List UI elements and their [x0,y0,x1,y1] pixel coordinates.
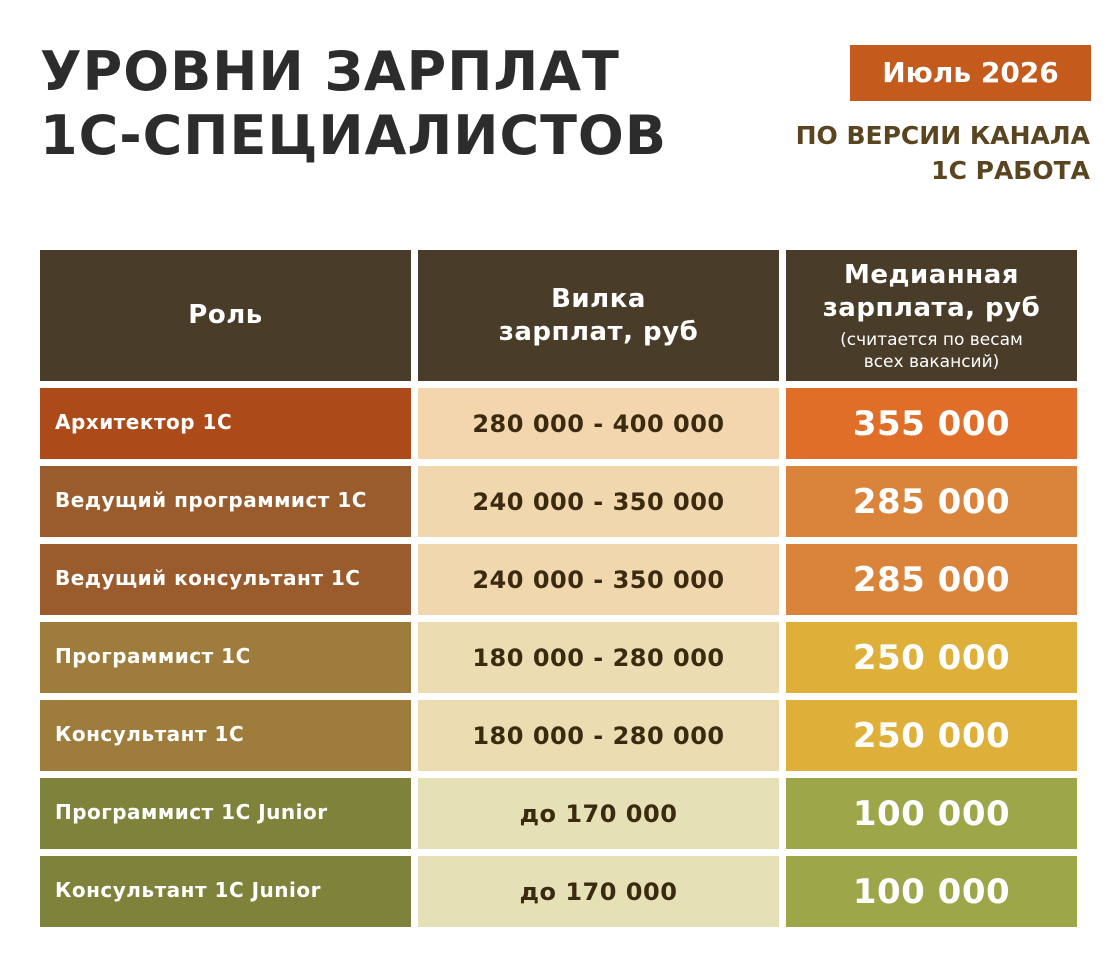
salary-range-cell: до 170 000 [418,778,779,849]
source-caption-line-1: ПО ВЕРСИИ КАНАЛА [795,121,1090,150]
header-range-line-1: Вилка [551,283,646,314]
role-cell: Консультант 1С [40,700,411,771]
page-title: УРОВНИ ЗАРПЛАТ 1С-СПЕЦИАЛИСТОВ [40,40,667,168]
header-median-line-2: зарплата, руб [822,292,1041,323]
header-role: Роль [40,250,411,381]
salary-range-cell: 240 000 - 350 000 [418,544,779,615]
header-median-note-line-1: (считается по весам [840,329,1023,350]
source-caption: ПО ВЕРСИИ КАНАЛА 1С РАБОТА [796,118,1090,188]
header-median: Медианная зарплата, руб (считается по ве… [786,250,1077,381]
role-cell: Ведущий программист 1С [40,466,411,537]
header-range-label: Вилка зарплат, руб [499,283,699,349]
header-median-note-line-2: всех вакансий) [863,351,1000,372]
salary-range-cell: 180 000 - 280 000 [418,700,779,771]
salary-range-cell: 240 000 - 350 000 [418,466,779,537]
salary-range-cell: до 170 000 [418,856,779,927]
median-salary-cell: 250 000 [786,700,1077,771]
role-cell: Архитектор 1С [40,388,411,459]
median-salary-cell: 355 000 [786,388,1077,459]
salary-range-cell: 280 000 - 400 000 [418,388,779,459]
source-caption-line-2: 1С РАБОТА [931,156,1090,185]
page-title-line-1: УРОВНИ ЗАРПЛАТ [40,40,620,103]
header-median-line-1: Медианная [844,259,1019,290]
role-cell: Программист 1С Junior [40,778,411,849]
median-salary-cell: 250 000 [786,622,1077,693]
median-salary-cell: 100 000 [786,778,1077,849]
median-salary-cell: 285 000 [786,544,1077,615]
header-median-note: (считается по весам всех вакансий) [840,329,1023,373]
header-range: Вилка зарплат, руб [418,250,779,381]
median-salary-cell: 285 000 [786,466,1077,537]
salary-range-cell: 180 000 - 280 000 [418,622,779,693]
role-cell: Ведущий консультант 1С [40,544,411,615]
page-title-line-2: 1С-СПЕЦИАЛИСТОВ [40,104,667,167]
role-cell: Консультант 1С Junior [40,856,411,927]
header-median-label: Медианная зарплата, руб [823,259,1041,325]
role-cell: Программист 1С [40,622,411,693]
header-range-line-2: зарплат, руб [498,316,699,347]
date-badge: Июль 2026 [850,45,1091,101]
header-role-label: Роль [188,300,263,330]
median-salary-cell: 100 000 [786,856,1077,927]
